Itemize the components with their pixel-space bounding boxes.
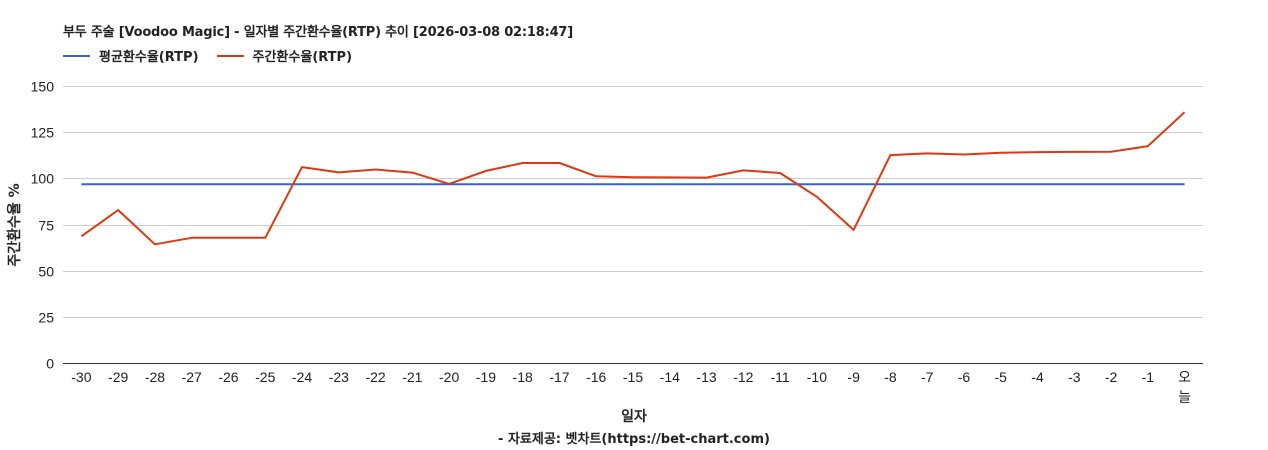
x-axis-title: 일자 — [621, 409, 647, 425]
x-tick-label: -16 — [586, 369, 606, 385]
x-tick-label: -25 — [255, 369, 275, 385]
x-tick-label: -10 — [807, 369, 827, 385]
legend-swatch-blue — [63, 54, 90, 57]
series-lines — [80, 111, 1186, 246]
y-tick-label: 75 — [38, 218, 54, 234]
x-tick-label: -7 — [921, 369, 934, 385]
y-tick-label: 150 — [31, 79, 55, 95]
weekly-rtp-line — [80, 111, 1186, 246]
x-tick-label: -29 — [108, 369, 128, 385]
x-tick-label: -22 — [365, 369, 385, 385]
x-tick-label: -11 — [770, 369, 789, 385]
x-axis-ticks: -30 -29 -28 -27 -26 -25 -24 -23 -22 -21 -20 -19 -18-… — [71, 369, 1191, 405]
x-tick-label: -21 — [402, 369, 422, 385]
legend: 평균환수율(RTP) 주간환수율(RTP) — [63, 46, 370, 65]
x-tick-label: -2 — [1105, 369, 1118, 385]
gridlines — [63, 86, 1203, 364]
x-tick-label: -3 — [1068, 369, 1081, 385]
y-tick-label: 50 — [38, 264, 54, 280]
x-tick-label: -9 — [847, 369, 860, 385]
x-tick-label: 오 — [1178, 369, 1191, 385]
legend-label: 주간환수율(RTP) — [252, 50, 353, 65]
x-tick-label: -15 — [623, 369, 643, 385]
y-tick-label: 125 — [31, 125, 55, 141]
legend-swatch-red — [216, 54, 244, 57]
legend-label: 평균환수율(RTP) — [99, 50, 199, 65]
chart-title: 부두 주술 [Voodoo Magic] - 일자별 주간환수율(RTP) 추이… — [63, 25, 574, 40]
x-tick-label: -13 — [696, 369, 716, 385]
legend-item-average-rtp[interactable]: 평균환수율(RTP) — [63, 46, 199, 65]
x-tick-label: -12 — [733, 369, 753, 385]
x-tick-label: -27 — [182, 369, 202, 385]
x-tick-label: -23 — [329, 369, 349, 385]
y-tick-label: 0 — [46, 356, 54, 372]
source-credit: - 자료제공: 벳차트(https://bet-chart.com) — [498, 432, 770, 447]
x-tick-label: -30 — [71, 369, 91, 385]
x-tick-label: -18 — [513, 369, 533, 385]
y-axis-title: 주간환수율 % — [7, 183, 23, 267]
x-tick-label: -4 — [1031, 369, 1044, 385]
y-tick-label: 100 — [31, 171, 55, 187]
x-tick-label: -6 — [958, 369, 971, 385]
legend-item-weekly-rtp[interactable]: 주간환수율(RTP) — [216, 46, 353, 65]
x-tick-label: -28 — [145, 369, 165, 385]
x-tick-label: -17 — [549, 369, 569, 385]
x-tick-label: -26 — [218, 369, 238, 385]
y-axis-ticks: 0 25 50 75 100 125 150 — [31, 79, 55, 372]
x-tick-label: -24 — [292, 369, 312, 385]
x-tick-label: 늘 — [1178, 389, 1191, 405]
x-tick-label: -14 — [660, 369, 680, 385]
x-tick-label: -19 — [476, 369, 496, 385]
y-tick-label: 25 — [38, 310, 54, 326]
x-tick-label: -20 — [439, 369, 459, 385]
x-tick-label: -1 — [1142, 369, 1155, 385]
x-tick-label: -5 — [995, 369, 1008, 385]
x-tick-label: -8 — [884, 369, 897, 385]
